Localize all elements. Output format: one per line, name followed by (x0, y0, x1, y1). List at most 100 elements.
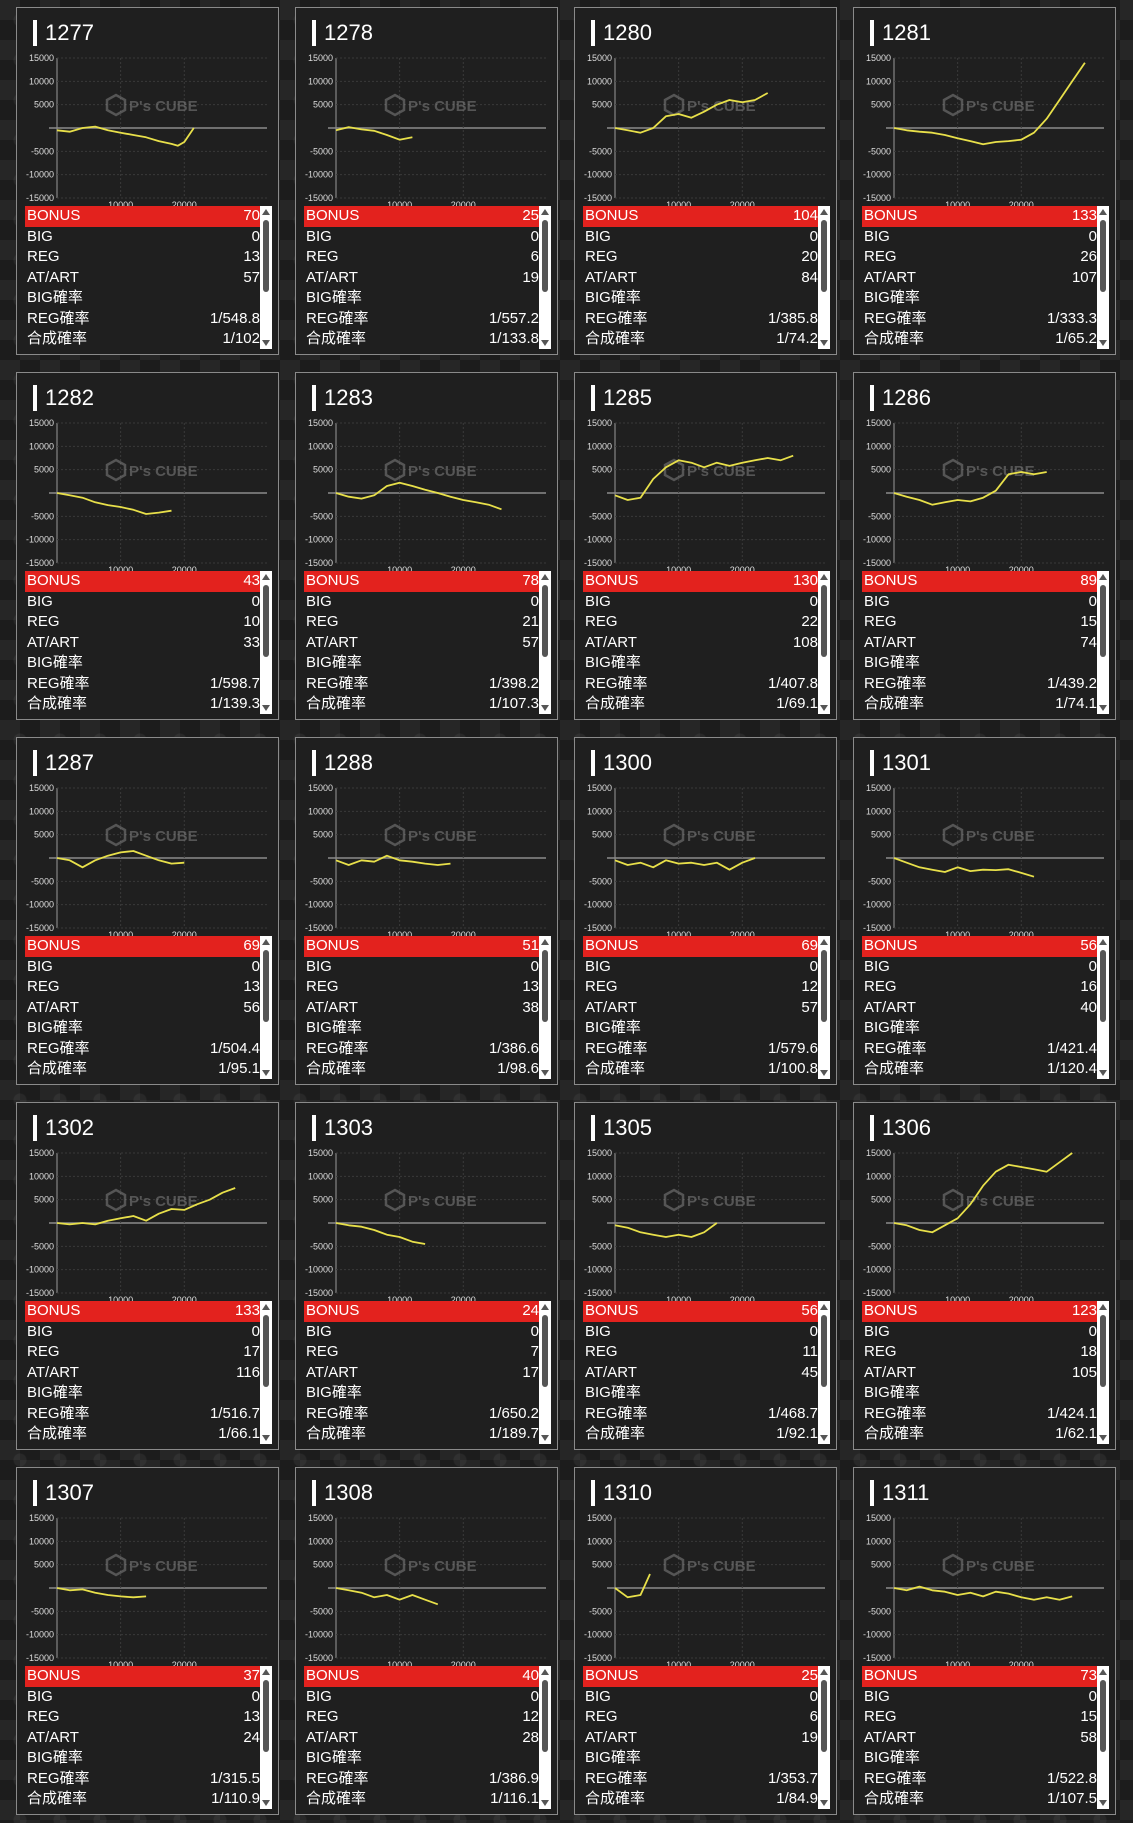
machine-card[interactable]: 1288 15000 10000 5000 -5000 -10000 -15000 10000… (295, 737, 558, 1085)
stats-scrollbar[interactable] (260, 936, 272, 1079)
scroll-down-icon[interactable] (262, 340, 270, 346)
stats-scrollbar[interactable] (260, 1301, 272, 1444)
machine-card[interactable]: 1308 15000 10000 5000 -5000 -10000 -15000 10000… (295, 1467, 558, 1815)
scroll-down-icon[interactable] (1099, 340, 1107, 346)
scroll-down-icon[interactable] (820, 1435, 828, 1441)
scroll-thumb[interactable] (542, 1315, 548, 1387)
scroll-thumb[interactable] (821, 585, 827, 657)
scroll-thumb[interactable] (542, 220, 548, 292)
scroll-up-icon[interactable] (541, 209, 549, 215)
scroll-up-icon[interactable] (541, 939, 549, 945)
scroll-up-icon[interactable] (820, 574, 828, 580)
machine-card[interactable]: 1278 15000 10000 5000 -5000 -10000 -15000 10000… (295, 7, 558, 355)
scroll-down-icon[interactable] (1099, 1800, 1107, 1806)
scroll-thumb[interactable] (1100, 220, 1106, 292)
scroll-thumb[interactable] (542, 950, 548, 1022)
machine-card[interactable]: 1287 15000 10000 5000 -5000 -10000 -15000 10000… (16, 737, 279, 1085)
scroll-up-icon[interactable] (541, 1304, 549, 1310)
scroll-down-icon[interactable] (820, 340, 828, 346)
scroll-down-icon[interactable] (1099, 1435, 1107, 1441)
scroll-up-icon[interactable] (820, 939, 828, 945)
stats-scrollbar[interactable] (818, 1301, 830, 1444)
machine-card[interactable]: 1282 15000 10000 5000 -5000 -10000 -15000 10000… (16, 372, 279, 720)
stats-scrollbar[interactable] (1097, 1301, 1109, 1444)
scroll-down-icon[interactable] (820, 705, 828, 711)
stats-scrollbar[interactable] (818, 1666, 830, 1809)
scroll-thumb[interactable] (542, 585, 548, 657)
machine-card[interactable]: 1300 15000 10000 5000 -5000 -10000 -15000 10000… (574, 737, 837, 1085)
stats-scrollbar[interactable] (539, 1301, 551, 1444)
scroll-down-icon[interactable] (541, 340, 549, 346)
scroll-down-icon[interactable] (541, 1435, 549, 1441)
scroll-up-icon[interactable] (820, 209, 828, 215)
stats-scrollbar[interactable] (539, 206, 551, 349)
scroll-up-icon[interactable] (262, 939, 270, 945)
scroll-up-icon[interactable] (820, 1669, 828, 1675)
scroll-up-icon[interactable] (541, 574, 549, 580)
machine-card[interactable]: 1303 15000 10000 5000 -5000 -10000 -15000 10000… (295, 1102, 558, 1450)
machine-card[interactable]: 1301 15000 10000 5000 -5000 -10000 -15000 10000… (853, 737, 1116, 1085)
scroll-thumb[interactable] (1100, 950, 1106, 1022)
machine-card[interactable]: 1281 15000 10000 5000 -5000 -10000 -15000 10000… (853, 7, 1116, 355)
scroll-thumb[interactable] (821, 1680, 827, 1752)
scroll-thumb[interactable] (542, 1680, 548, 1752)
scroll-thumb[interactable] (263, 1315, 269, 1387)
scroll-down-icon[interactable] (541, 705, 549, 711)
scroll-up-icon[interactable] (1099, 1669, 1107, 1675)
scroll-up-icon[interactable] (262, 574, 270, 580)
scroll-up-icon[interactable] (541, 1669, 549, 1675)
machine-card[interactable]: 1307 15000 10000 5000 -5000 -10000 -15000 10000… (16, 1467, 279, 1815)
scroll-up-icon[interactable] (262, 209, 270, 215)
stats-scrollbar[interactable] (1097, 1666, 1109, 1809)
scroll-down-icon[interactable] (262, 1800, 270, 1806)
scroll-thumb[interactable] (1100, 1680, 1106, 1752)
scroll-thumb[interactable] (1100, 1315, 1106, 1387)
machine-card[interactable]: 1310 15000 10000 5000 -5000 -10000 -15000 10000… (574, 1467, 837, 1815)
scroll-up-icon[interactable] (1099, 1304, 1107, 1310)
stats-scrollbar[interactable] (818, 571, 830, 714)
machine-card[interactable]: 1306 15000 10000 5000 -5000 -10000 -15000 10000… (853, 1102, 1116, 1450)
scroll-thumb[interactable] (263, 950, 269, 1022)
scroll-up-icon[interactable] (262, 1304, 270, 1310)
scroll-thumb[interactable] (821, 1315, 827, 1387)
scroll-up-icon[interactable] (1099, 574, 1107, 580)
stats-scrollbar[interactable] (260, 1666, 272, 1809)
stats-scrollbar[interactable] (818, 206, 830, 349)
scroll-thumb[interactable] (263, 585, 269, 657)
stats-scrollbar[interactable] (1097, 936, 1109, 1079)
machine-card[interactable]: 1283 15000 10000 5000 -5000 -10000 -15000 10000… (295, 372, 558, 720)
machine-card[interactable]: 1311 15000 10000 5000 -5000 -10000 -15000 10000… (853, 1467, 1116, 1815)
scroll-down-icon[interactable] (1099, 705, 1107, 711)
stats-scrollbar[interactable] (260, 571, 272, 714)
scroll-down-icon[interactable] (820, 1070, 828, 1076)
scroll-up-icon[interactable] (1099, 209, 1107, 215)
machine-card[interactable]: 1277 15000 10000 5000 -5000 -10000 -15000 10000… (16, 7, 279, 355)
machine-card[interactable]: 1280 15000 10000 5000 -5000 -10000 -15000 10000… (574, 7, 837, 355)
scroll-down-icon[interactable] (262, 1070, 270, 1076)
machine-card[interactable]: 1302 15000 10000 5000 -5000 -10000 -15000 10000… (16, 1102, 279, 1450)
scroll-down-icon[interactable] (820, 1800, 828, 1806)
machine-card[interactable]: 1286 15000 10000 5000 -5000 -10000 -15000 10000… (853, 372, 1116, 720)
scroll-down-icon[interactable] (262, 705, 270, 711)
scroll-up-icon[interactable] (262, 1669, 270, 1675)
scroll-up-icon[interactable] (820, 1304, 828, 1310)
stats-scrollbar[interactable] (1097, 571, 1109, 714)
stats-scrollbar[interactable] (539, 571, 551, 714)
scroll-down-icon[interactable] (541, 1800, 549, 1806)
machine-card[interactable]: 1305 15000 10000 5000 -5000 -10000 -15000 10000… (574, 1102, 837, 1450)
stats-scrollbar[interactable] (260, 206, 272, 349)
scroll-up-icon[interactable] (1099, 939, 1107, 945)
scroll-down-icon[interactable] (541, 1070, 549, 1076)
scroll-thumb[interactable] (821, 220, 827, 292)
scroll-thumb[interactable] (263, 220, 269, 292)
scroll-thumb[interactable] (263, 1680, 269, 1752)
stats-scrollbar[interactable] (539, 1666, 551, 1809)
stats-scrollbar[interactable] (539, 936, 551, 1079)
scroll-down-icon[interactable] (262, 1435, 270, 1441)
stats-scrollbar[interactable] (818, 936, 830, 1079)
machine-card[interactable]: 1285 15000 10000 5000 -5000 -10000 -15000 10000… (574, 372, 837, 720)
stats-scrollbar[interactable] (1097, 206, 1109, 349)
scroll-thumb[interactable] (821, 950, 827, 1022)
scroll-down-icon[interactable] (1099, 1070, 1107, 1076)
scroll-thumb[interactable] (1100, 585, 1106, 657)
